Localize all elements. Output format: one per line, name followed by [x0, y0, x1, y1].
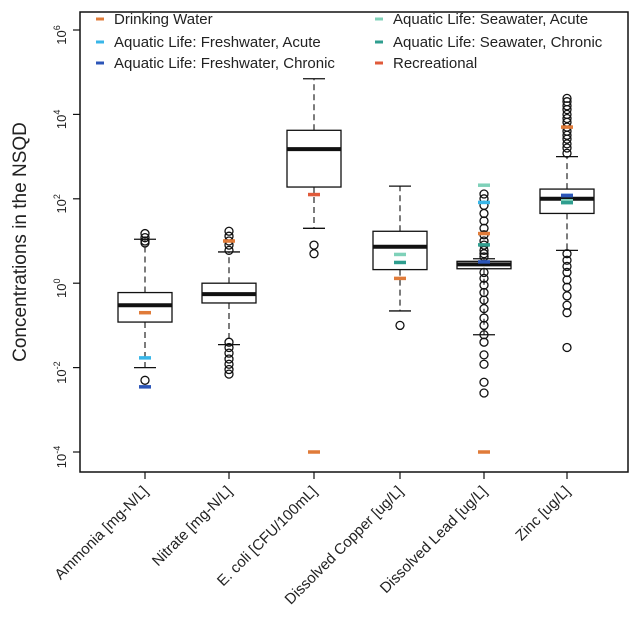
outlier-point [562, 97, 572, 107]
outlier-point [479, 313, 489, 323]
legend-label: Aquatic Life: Freshwater, Acute [114, 34, 321, 51]
outlier-point [479, 273, 489, 284]
x-tick-label: Nitrate [mg-N/L] [149, 483, 236, 570]
x-axis: Ammonia [mg-N/L]Nitrate [mg-N/L]E. coli … [51, 472, 574, 608]
outlier-point [224, 348, 234, 358]
legend-label: Drinking Water [114, 11, 213, 28]
plot-frame [79, 11, 629, 473]
y-tick-label: 102 [52, 194, 69, 213]
outlier-point [562, 148, 572, 158]
x-tick-label: Zinc [ug/L] [512, 483, 574, 545]
legend-label: Recreational [393, 55, 477, 72]
outlier-point [224, 245, 234, 256]
outlier-point [224, 364, 234, 375]
outlier-point [479, 330, 489, 340]
outlier-point [479, 350, 489, 360]
outlier-point [562, 300, 572, 310]
outlier-point [224, 354, 234, 364]
outlier-point [562, 261, 572, 272]
y-tick-label: 100 [52, 278, 69, 297]
legend-label: Aquatic Life: Freshwater, Chronic [114, 55, 335, 72]
outlier-point [224, 359, 234, 369]
y-tick-label: 106 [52, 25, 69, 44]
outlier-point [140, 233, 150, 243]
outlier-point [224, 369, 234, 379]
outlier-point [224, 342, 234, 353]
legend: Drinking Water Aquatic Life: Freshwater, … [96, 11, 603, 72]
outlier-point [479, 280, 489, 290]
outlier-point [224, 226, 234, 236]
outlier-point [309, 240, 319, 250]
outlier-point [562, 143, 572, 153]
y-axis-label: Concentrations in the NSQD [10, 122, 31, 362]
outlier-point [562, 291, 572, 301]
outlier-point [562, 342, 572, 353]
outlier-point [562, 113, 572, 124]
outlier-point [479, 267, 489, 278]
box [286, 129, 342, 188]
outlier-point [562, 249, 572, 259]
y-axis: 10-4 10-2 100 102 104 106 [52, 25, 80, 468]
outlier-point [309, 249, 319, 259]
y-tick-label: 10-4 [52, 446, 69, 468]
legend-label: Aquatic Life: Seawater, Acute [393, 11, 588, 28]
outlier-point [479, 388, 489, 398]
legend-label: Aquatic Life: Seawater, Chronic [393, 34, 603, 51]
x-tick-label: Ammonia [mg-N/L] [51, 483, 151, 583]
y-tick-label: 10-2 [52, 361, 69, 383]
outlier-point [224, 337, 234, 347]
criteria-markers [139, 125, 573, 454]
outlier-point [140, 375, 150, 385]
outlier-point [562, 267, 572, 278]
outlier-point [140, 228, 150, 239]
outlier-point [395, 320, 405, 331]
outlier-point [479, 377, 489, 387]
boxplots [117, 78, 595, 398]
y-tick-label: 104 [52, 110, 69, 129]
box [117, 291, 173, 323]
outlier-point [479, 359, 489, 369]
outlier-point [479, 189, 489, 199]
outlier-point [562, 255, 572, 265]
outlier-point [562, 93, 572, 104]
